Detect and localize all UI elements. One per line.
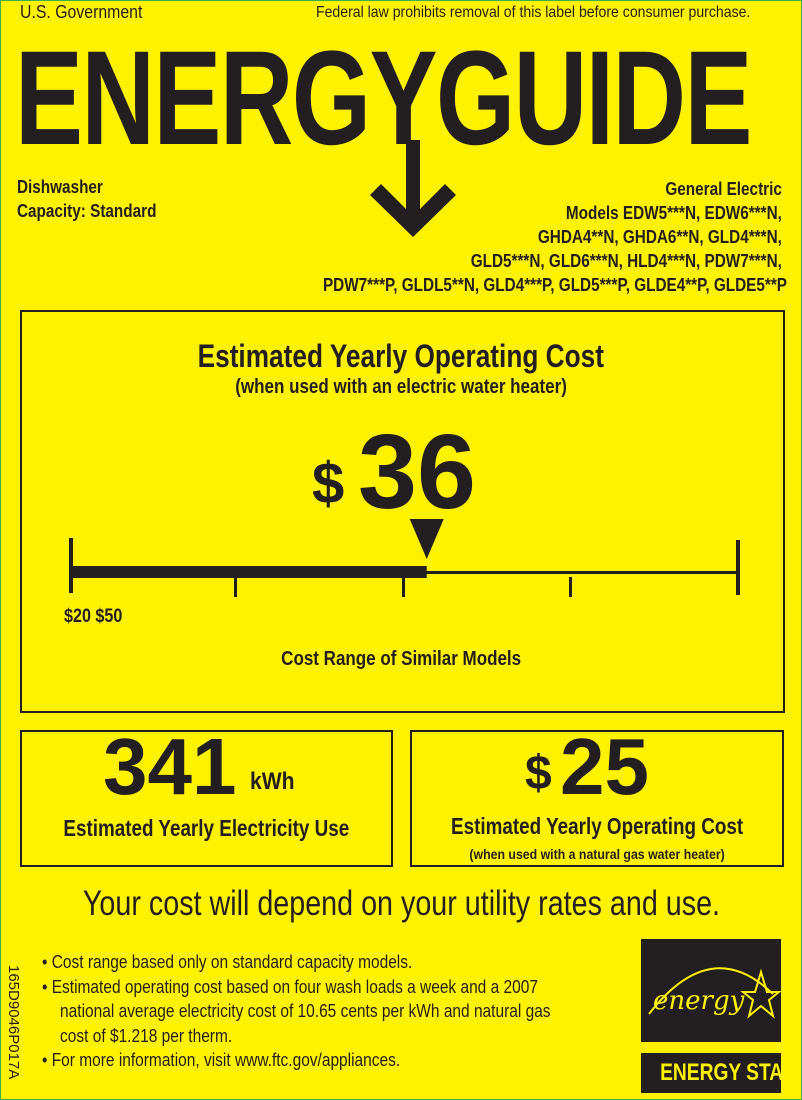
range-end-tick (736, 540, 740, 595)
note-item: • Cost range based only on standard capa… (42, 952, 413, 972)
electricity-unit: kWh (250, 768, 295, 795)
scale-tick (569, 577, 572, 597)
energy-star-logo: energy ENERGY STAR (641, 939, 797, 1093)
scale-tick (402, 577, 405, 597)
model-line: GHDA4**N, GHDA6**N, GLD4***N, (537, 227, 782, 247)
cost-marker-icon (409, 519, 444, 559)
main-cost-subtitle: (when used with an electric water heater… (235, 376, 567, 398)
down-arrow-icon (370, 140, 456, 237)
electricity-box (20, 730, 393, 867)
notes-list: • Cost range based only on standard capa… (42, 950, 633, 1073)
gas-cost-label: Estimated Yearly Operating Cost (450, 813, 744, 839)
note-item: cost of $1.218 per therm. (60, 1025, 233, 1046)
energy-star-icon: energy (641, 939, 782, 1042)
range-start-tick (69, 538, 73, 593)
note-item: • Estimated operating cost based on four… (42, 976, 538, 997)
gas-cost-sublabel: (when used with a natural gas water heat… (469, 846, 725, 862)
currency-symbol: $ (312, 451, 345, 516)
disclaimer: Your cost will depend on your utility ra… (82, 884, 720, 923)
range-labels: $20 $50 (64, 606, 123, 627)
issuer: U.S. Government (20, 2, 143, 22)
cost-range-scale (69, 519, 740, 597)
gas-currency-symbol: $ (525, 747, 552, 800)
model-line: PDW7***P, GLDL5**N, GLD4***P, GLD5***P, … (323, 275, 788, 295)
model-line: GLD5***N, GLD6***N, HLD4***N, PDW7***N, (470, 251, 782, 271)
manufacturer: General Electric (665, 179, 782, 199)
range-fill (71, 566, 427, 578)
gas-cost-box (410, 730, 784, 867)
main-cost-title: Estimated Yearly Operating Cost (197, 338, 605, 374)
energy-script: energy (653, 986, 745, 1016)
side-code: 165D9046P017A (5, 965, 22, 1080)
scale-tick (234, 577, 237, 597)
range-caption: Cost Range of Similar Models (281, 648, 521, 670)
model-info: General Electric Models EDW5***N, EDW6**… (242, 177, 787, 297)
model-line: Models EDW5***N, EDW6***N, (566, 203, 782, 223)
appliance-type: Dishwasher (17, 177, 103, 197)
main-cost-value: 36 (358, 413, 476, 531)
capacity: Capacity: Standard (17, 201, 157, 221)
electricity-label: Estimated Yearly Electricity Use (63, 815, 350, 841)
note-item: • For more information, visit www.ftc.go… (42, 1050, 401, 1070)
removal-notice: Federal law prohibits removal of this la… (316, 4, 751, 21)
energy-star-label: ENERGY STAR (641, 1053, 797, 1093)
electricity-value: 341 (103, 722, 237, 811)
note-item: national average electricity cost of 10.… (60, 1001, 551, 1021)
main-cost-box (20, 310, 785, 713)
energyguide-title: ENERGYGUIDE (15, 24, 752, 173)
gas-cost-value: 25 (560, 722, 649, 811)
